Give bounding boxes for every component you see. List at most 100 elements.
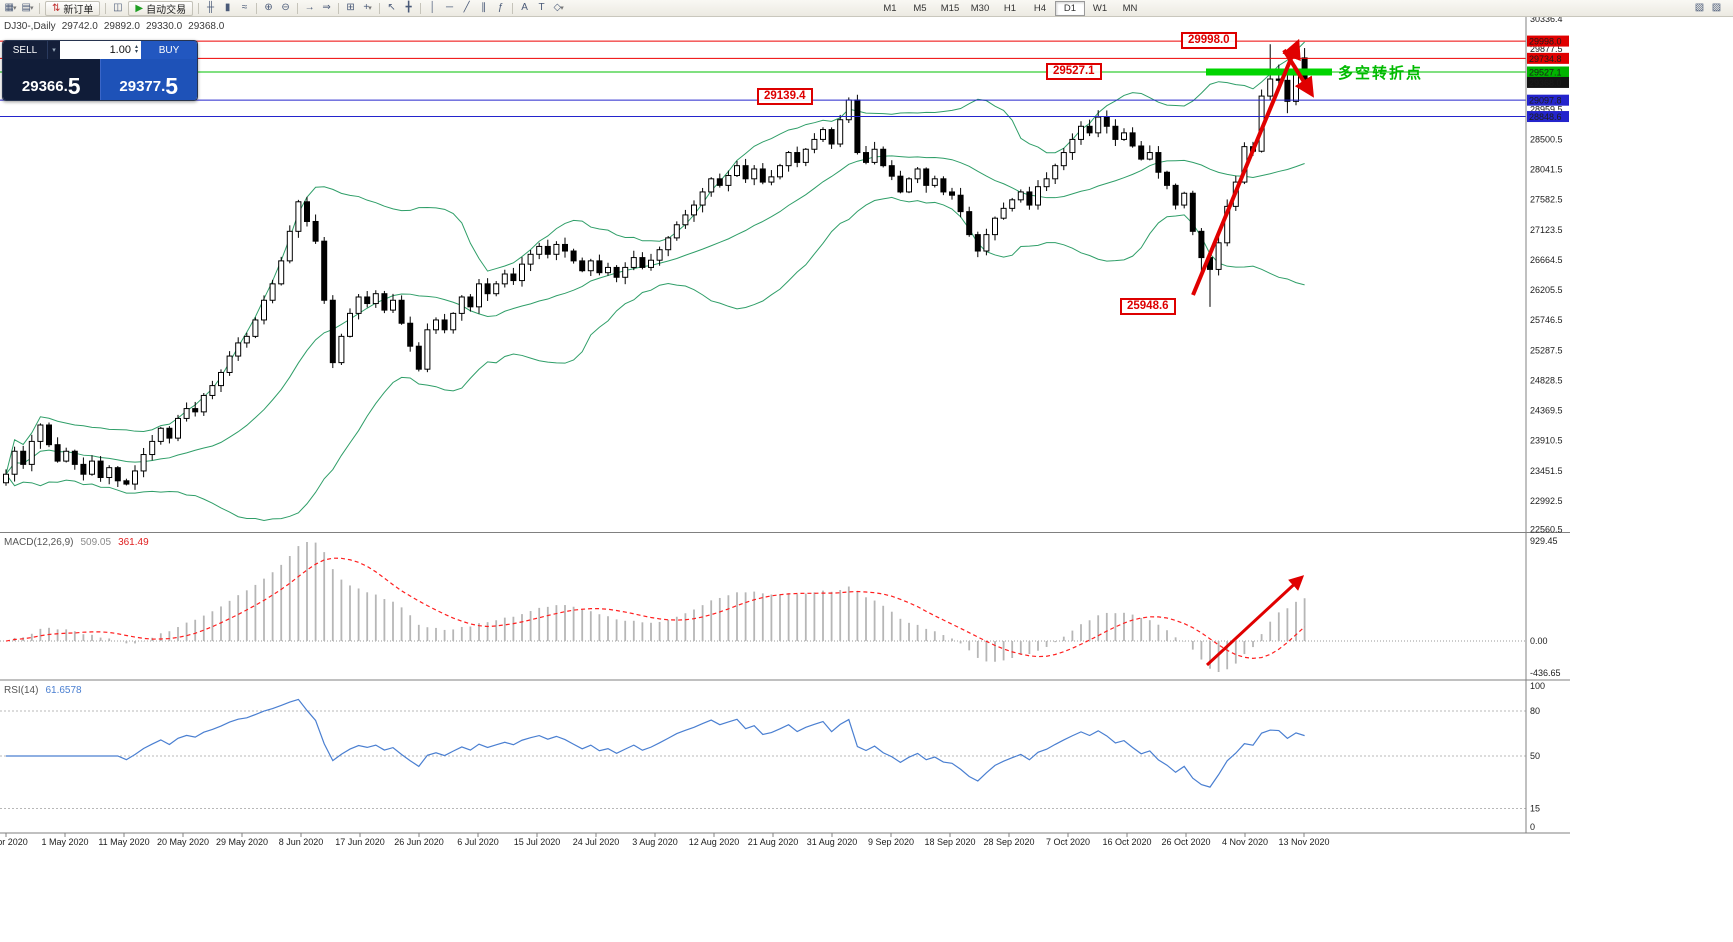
timeframe-h1[interactable]: H1 xyxy=(1003,3,1017,14)
candle[interactable] xyxy=(484,283,491,295)
candle[interactable] xyxy=(785,152,792,167)
tile-windows-icon[interactable]: ⊞ xyxy=(342,1,359,15)
channel-icon[interactable]: ∥ xyxy=(475,1,492,15)
candle[interactable] xyxy=(458,296,465,314)
candle[interactable] xyxy=(441,319,448,331)
price-callout[interactable]: 29998.0 xyxy=(1181,32,1237,50)
candle[interactable] xyxy=(691,204,697,216)
candle[interactable] xyxy=(355,296,362,314)
candle[interactable] xyxy=(1009,199,1016,209)
candle[interactable] xyxy=(140,454,147,472)
candle[interactable] xyxy=(931,178,938,186)
candle[interactable] xyxy=(1069,138,1076,154)
candle[interactable] xyxy=(89,460,95,475)
candle[interactable] xyxy=(200,394,207,413)
candle[interactable] xyxy=(424,329,431,370)
trend-arrow[interactable] xyxy=(1282,48,1314,98)
candle[interactable] xyxy=(407,322,414,347)
new-chart-icon[interactable]: ▦▾ xyxy=(2,1,19,15)
drawn-annotations[interactable] xyxy=(1191,38,1332,667)
volume-input[interactable] xyxy=(82,43,133,57)
timeframe-m30[interactable]: M30 xyxy=(970,3,990,14)
candle[interactable] xyxy=(269,283,276,301)
candle[interactable] xyxy=(1026,191,1033,206)
candle[interactable] xyxy=(1129,132,1136,147)
candle[interactable] xyxy=(149,440,156,456)
candle[interactable] xyxy=(450,312,457,331)
candle[interactable] xyxy=(97,460,104,479)
chart-grid-icon[interactable]: ▧ xyxy=(1694,2,1705,13)
candle[interactable] xyxy=(914,168,921,180)
candle[interactable] xyxy=(347,312,353,337)
timeframe-d1[interactable]: D1 xyxy=(1055,1,1085,16)
price-callout[interactable]: 25948.6 xyxy=(1120,297,1176,315)
candle[interactable] xyxy=(699,191,706,206)
expert-advisors-icon[interactable]: ◫ xyxy=(109,1,126,15)
candle[interactable] xyxy=(1060,152,1067,167)
text-tool-icon[interactable]: A xyxy=(516,1,533,15)
candle[interactable] xyxy=(1000,207,1007,219)
auto-scroll-icon[interactable]: → xyxy=(301,1,318,15)
candle[interactable] xyxy=(278,260,285,285)
candle[interactable] xyxy=(54,444,61,462)
sell-button[interactable]: SELL xyxy=(3,41,47,59)
candle[interactable] xyxy=(648,259,654,268)
candle[interactable] xyxy=(587,260,594,272)
candle[interactable] xyxy=(1267,78,1274,97)
candle[interactable] xyxy=(1103,116,1110,127)
chart-canvas[interactable]: 30336.4 29877.5 28959.5 28500.5 28041.5 27582… xyxy=(0,0,1570,855)
candle[interactable] xyxy=(974,234,981,252)
candle[interactable] xyxy=(1164,171,1170,186)
trend-arrow[interactable] xyxy=(1191,38,1301,296)
candle[interactable] xyxy=(957,194,964,213)
candle[interactable] xyxy=(476,283,482,308)
candle[interactable] xyxy=(656,249,663,261)
candle[interactable] xyxy=(940,178,947,193)
pivot-point-label[interactable]: 多空转折点 xyxy=(1338,65,1424,82)
crosshair-icon[interactable]: ╋ xyxy=(400,1,417,15)
candle[interactable] xyxy=(510,273,517,282)
trendline-icon[interactable]: ╱ xyxy=(458,1,475,15)
candle[interactable] xyxy=(1284,79,1291,102)
candle[interactable] xyxy=(1078,125,1084,140)
candle[interactable] xyxy=(1086,125,1093,134)
candle[interactable] xyxy=(880,148,887,167)
candle[interactable] xyxy=(820,129,826,140)
candle[interactable] xyxy=(63,450,70,462)
profiles-icon[interactable]: ▤▾ xyxy=(19,1,36,15)
candle[interactable] xyxy=(501,273,508,285)
label-tool-icon[interactable]: T xyxy=(533,1,550,15)
candle[interactable] xyxy=(768,176,775,183)
volume-down-icon[interactable]: ▾ xyxy=(134,49,138,55)
candle[interactable] xyxy=(605,266,611,274)
candle[interactable] xyxy=(966,211,973,236)
candle[interactable] xyxy=(433,319,439,331)
candle[interactable] xyxy=(175,417,181,439)
candle[interactable] xyxy=(157,427,164,442)
candle[interactable] xyxy=(983,234,990,252)
docking-icon[interactable]: ▨ xyxy=(1711,2,1722,13)
candle[interactable] xyxy=(46,424,52,446)
candle[interactable] xyxy=(1112,125,1119,140)
sell-price[interactable]: 29366. 5 xyxy=(3,59,100,100)
candle[interactable] xyxy=(166,427,173,439)
candle[interactable] xyxy=(570,250,577,262)
candle[interactable] xyxy=(390,299,396,311)
candle[interactable] xyxy=(132,470,138,485)
candle[interactable] xyxy=(28,440,35,465)
fibonacci-icon[interactable]: ƒ xyxy=(492,1,509,15)
candle[interactable] xyxy=(252,319,259,337)
candle[interactable] xyxy=(794,152,801,163)
candle[interactable] xyxy=(1095,116,1102,134)
volume-stepper[interactable]: ▴ ▾ xyxy=(134,44,138,55)
candle[interactable] xyxy=(544,245,551,255)
candle[interactable] xyxy=(579,260,586,272)
autotrading-button[interactable]: ▶ 自动交易 xyxy=(128,0,194,16)
candle[interactable] xyxy=(777,165,783,178)
candle[interactable] xyxy=(1121,132,1127,140)
chart-shift-icon[interactable]: ⇒ xyxy=(318,1,335,15)
candle[interactable] xyxy=(1043,178,1050,188)
candle[interactable] xyxy=(708,178,715,193)
candle[interactable] xyxy=(192,408,199,413)
candle[interactable] xyxy=(415,345,422,370)
